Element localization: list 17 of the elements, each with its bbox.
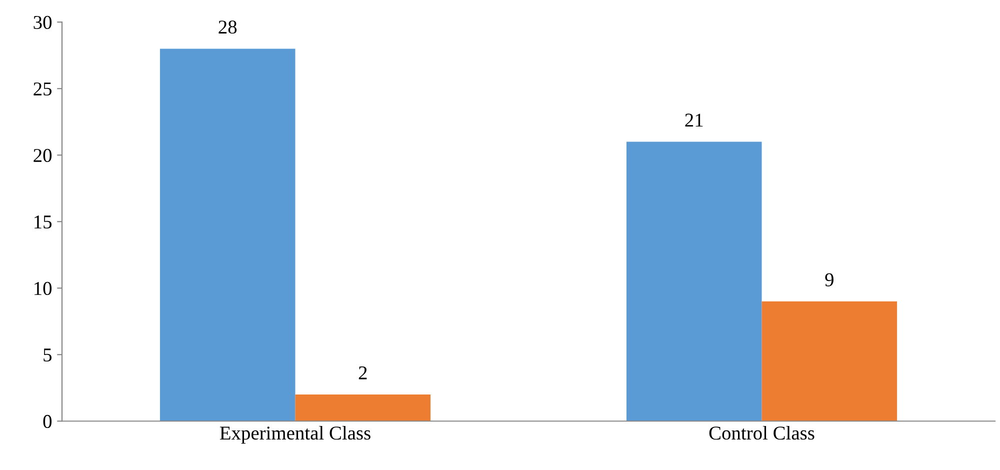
bar [626, 142, 762, 422]
bar [295, 394, 431, 422]
bar [762, 301, 898, 422]
y-tick-label: 30 [34, 16, 52, 30]
y-tick-label: 0 [43, 414, 52, 428]
y-tick-label: 20 [34, 148, 52, 162]
data-label: 21 [685, 114, 703, 127]
bar [160, 48, 296, 422]
data-label: 2 [358, 366, 367, 380]
data-label: 9 [825, 273, 834, 286]
x-tick-label: Experimental Class [220, 426, 370, 444]
x-tick-label: Control Class [709, 426, 814, 440]
data-label: 28 [218, 20, 237, 34]
y-tick-label: 10 [34, 282, 52, 296]
y-tick-label: 15 [34, 216, 52, 229]
y-tick-label: 5 [44, 348, 52, 362]
y-tick-label: 25 [34, 82, 52, 96]
